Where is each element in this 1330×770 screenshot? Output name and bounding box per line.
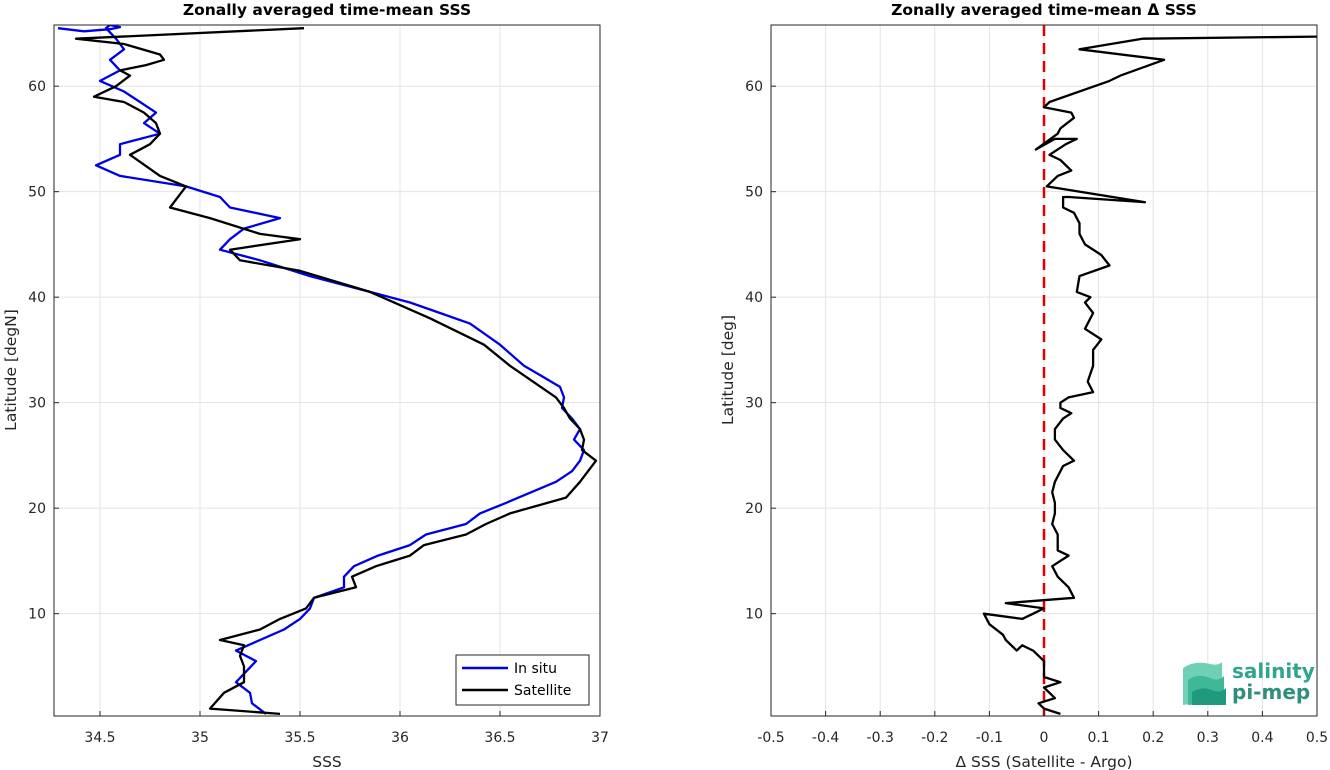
right-x-tick-label: 0: [1040, 730, 1049, 746]
left-y-axis-label: Latitude [degN]: [2, 309, 20, 431]
left-series-line-in-situ: [57, 25, 586, 715]
salinity-pi-mep-logo: salinity pi-mep: [1183, 659, 1315, 705]
legend-box: [455, 654, 590, 706]
left-x-tick-label: 35.5: [284, 730, 315, 746]
right-series-line-delta-sss: [982, 35, 1317, 715]
left-y-tick-label: 10: [28, 607, 46, 623]
left-x-tick-label: 35: [191, 730, 209, 746]
left-ticks: 34.5 35 35.5 36 36.5 37 10 20 30 40 50 60: [28, 79, 609, 746]
right-y-tick-label: 20: [745, 501, 763, 517]
right-y-tick-label: 40: [745, 290, 763, 306]
left-panel: 34.5 35 35.5 36 36.5 37 10 20 30 40 50 60 Zonally a…: [2, 1, 609, 770]
left-grid: [54, 25, 601, 716]
left-y-tick-label: 30: [28, 396, 46, 412]
right-x-tick-label: -0.2: [921, 730, 948, 746]
right-series-group: [982, 25, 1317, 716]
right-x-tick-label: 0.5: [1306, 730, 1328, 746]
right-y-tick-label: 50: [745, 185, 763, 201]
right-y-tick-label: 60: [745, 79, 763, 95]
left-chart-title: Zonally averaged time-mean SSS: [183, 1, 471, 19]
right-x-tick-label: -0.1: [976, 730, 1003, 746]
left-x-tick-label: 36: [391, 730, 409, 746]
left-axes-frame: [53, 24, 601, 717]
right-x-tick-label: -0.3: [867, 730, 894, 746]
logo-text-salinity: salinity: [1232, 659, 1315, 683]
right-x-tick-label: 0.2: [1142, 730, 1164, 746]
left-x-tick-label: 37: [591, 730, 609, 746]
left-x-tick-label: 34.5: [84, 730, 115, 746]
right-x-axis-label: Δ SSS (Satellite - Argo): [955, 753, 1132, 770]
right-x-tick-label: 0.3: [1197, 730, 1219, 746]
right-x-tick-label: 0.4: [1251, 730, 1273, 746]
left-y-tick-label: 50: [28, 185, 46, 201]
left-series-group: [57, 25, 598, 716]
logo-wave-icon: [1183, 662, 1226, 705]
right-y-axis-label: Latitude [deg]: [719, 315, 737, 425]
left-series-line-satellite: [74, 27, 598, 716]
right-y-tick-label: 10: [745, 607, 763, 623]
left-y-tick-label: 40: [28, 290, 46, 306]
right-y-tick-label: 30: [745, 396, 763, 412]
left-y-tick-label: 20: [28, 501, 46, 517]
right-x-tick-label: -0.5: [757, 730, 784, 746]
legend-in-situ-label: In situ: [514, 661, 557, 677]
legend: In situ Satellite: [455, 654, 590, 706]
right-ticks: -0.5 -0.4 -0.3 -0.2 -0.1 0 0.1 0.2 0.3 0.4 0.5 10 20…: [745, 79, 1328, 746]
right-chart-title: Zonally averaged time-mean Δ SSS: [891, 1, 1197, 19]
right-x-tick-label: -0.4: [812, 730, 839, 746]
left-y-tick-label: 60: [28, 79, 46, 95]
left-x-axis-label: SSS: [312, 753, 342, 770]
left-x-tick-label: 36.5: [484, 730, 515, 746]
right-panel: -0.5 -0.4 -0.3 -0.2 -0.1 0 0.1 0.2 0.3 0.4 0.5 10 20…: [719, 1, 1328, 770]
right-x-tick-label: 0.1: [1087, 730, 1109, 746]
logo-text-pi-mep: pi-mep: [1232, 680, 1310, 704]
legend-satellite-label: Satellite: [514, 683, 571, 699]
left-axes-background: [54, 25, 600, 716]
